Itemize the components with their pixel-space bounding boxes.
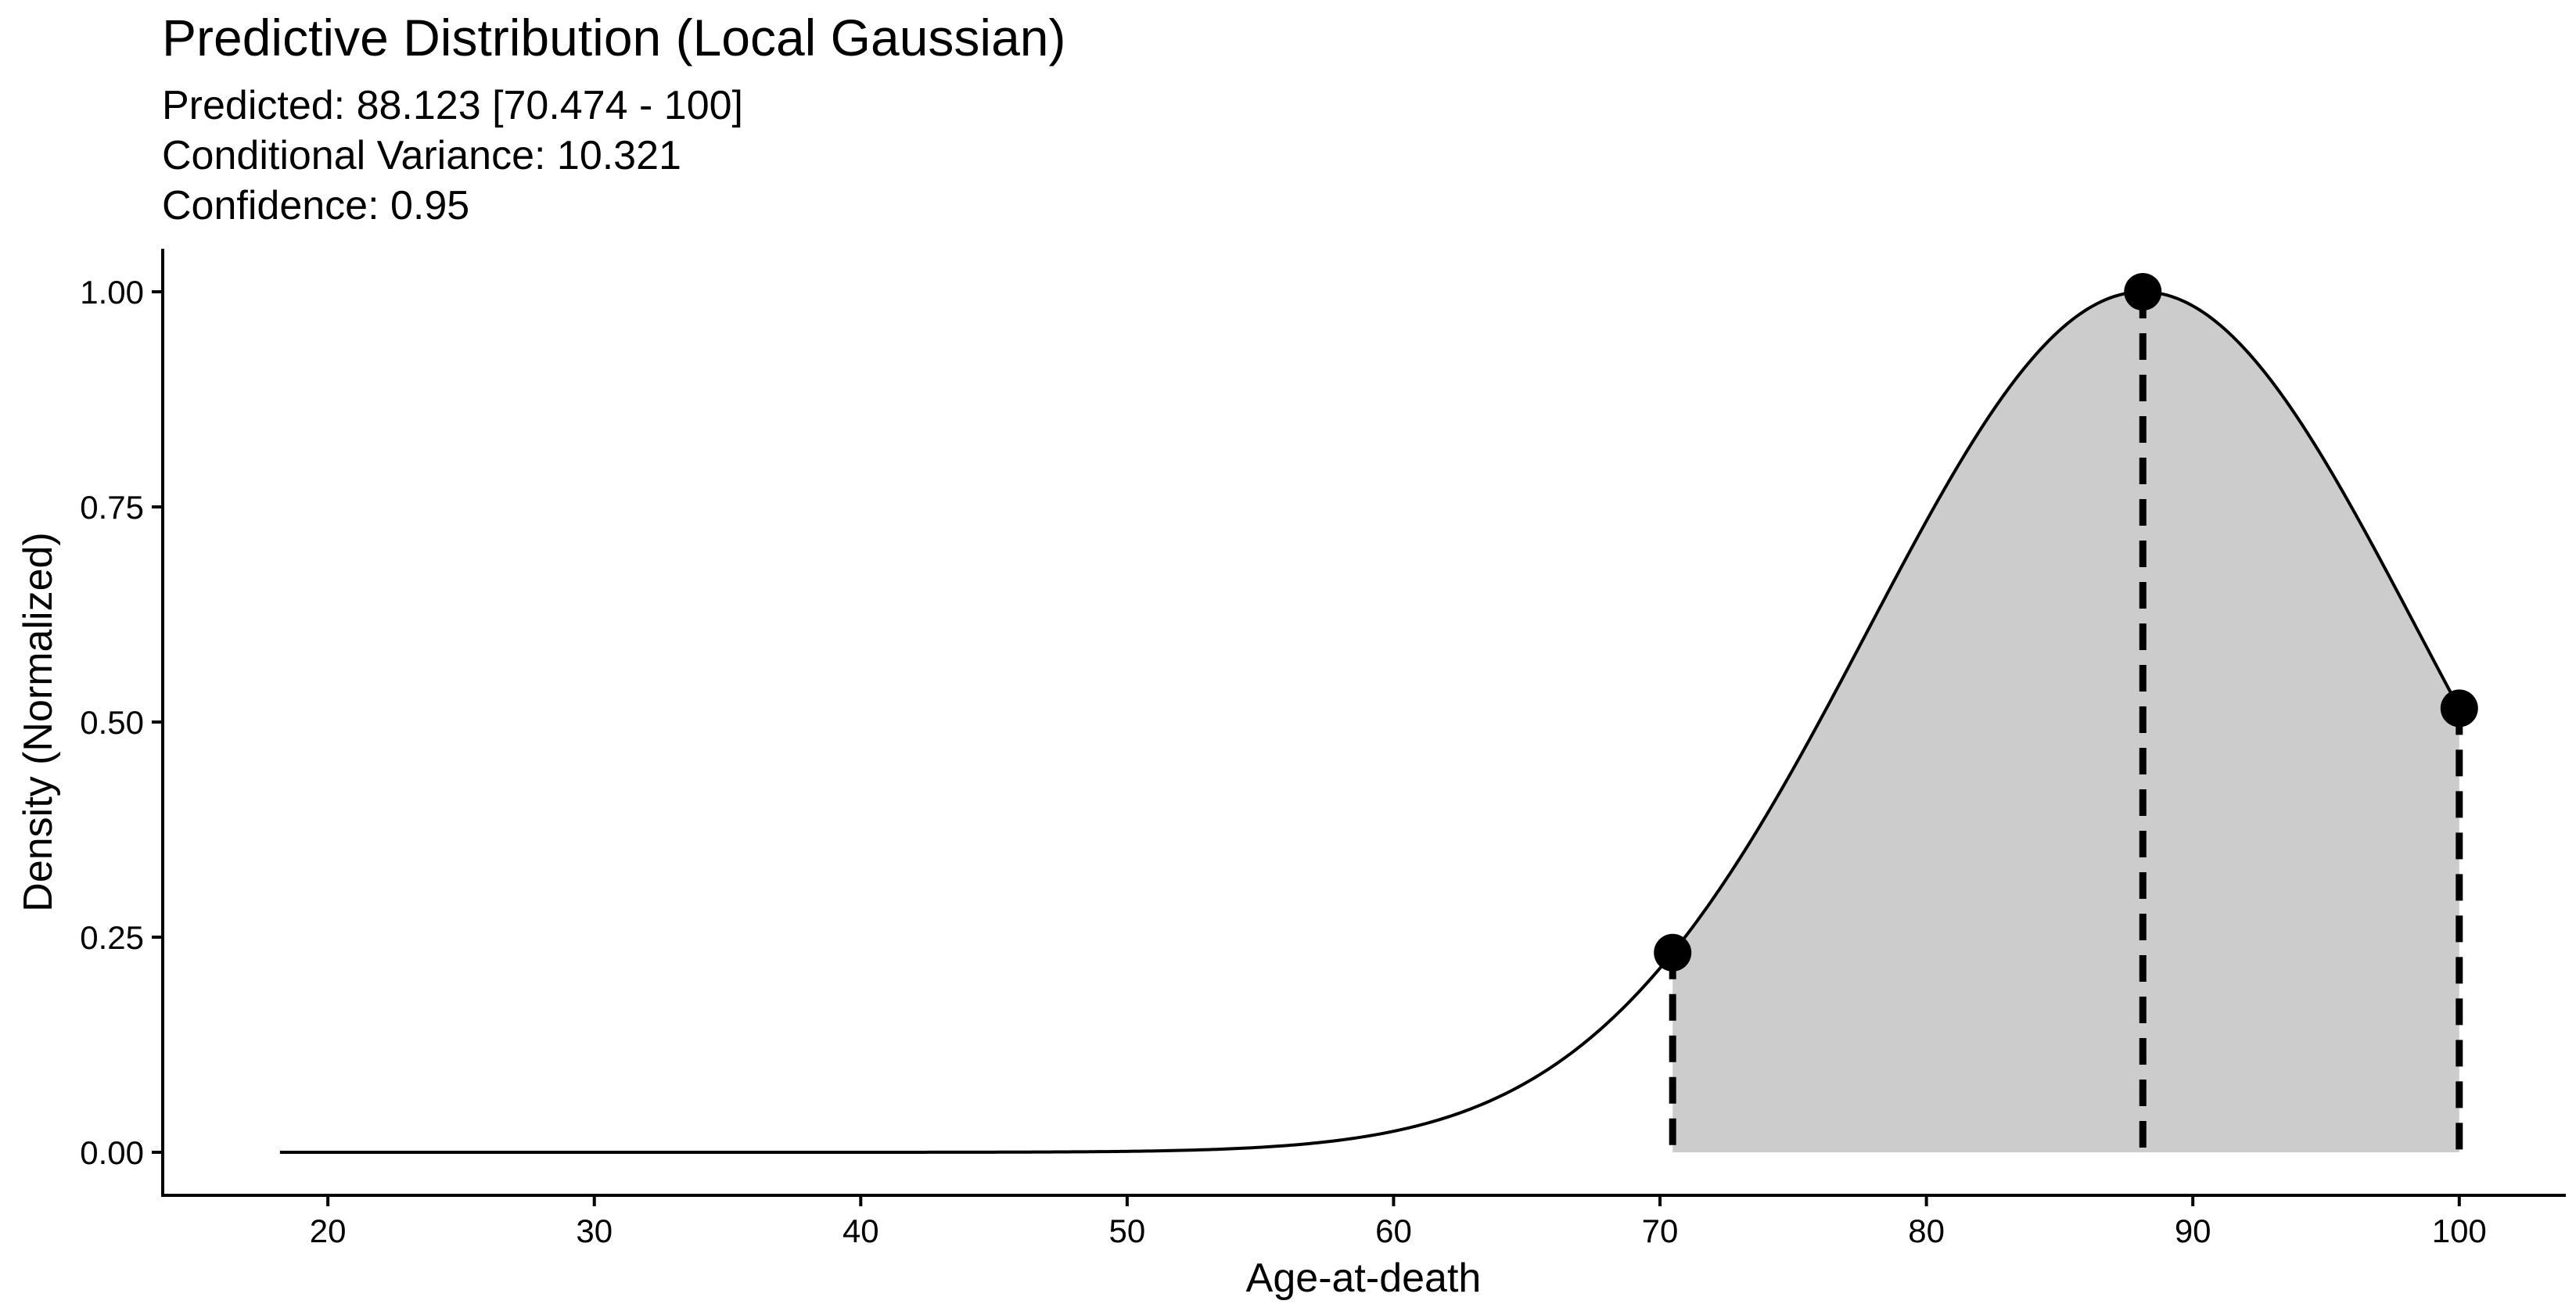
y-tick-label: 0.75 bbox=[80, 489, 144, 526]
plot-area bbox=[279, 273, 2478, 1154]
marker-point-2 bbox=[2440, 689, 2478, 728]
x-tick-label: 40 bbox=[842, 1213, 879, 1249]
marker-point-0 bbox=[1654, 933, 1692, 972]
density-curve bbox=[279, 290, 2461, 1154]
x-axis-ticks: 20 30 40 50 60 70 80 90 100 bbox=[310, 1195, 2487, 1249]
chart-title: Predictive Distribution (Local Gaussian) bbox=[162, 9, 1065, 66]
y-axis-ticks: 0.00 0.25 0.50 0.75 1.00 bbox=[80, 274, 163, 1171]
y-axis-title: Density (Normalized) bbox=[16, 532, 61, 911]
y-tick-label: 0.00 bbox=[80, 1134, 144, 1171]
x-tick-label: 30 bbox=[576, 1213, 613, 1249]
x-tick-label: 90 bbox=[2175, 1213, 2211, 1249]
x-axis-title: Age-at-death bbox=[1246, 1256, 1482, 1301]
marker-point-1 bbox=[2124, 273, 2162, 311]
x-tick-label: 80 bbox=[1908, 1213, 1945, 1249]
x-tick-label: 60 bbox=[1375, 1213, 1412, 1249]
y-tick-label: 1.00 bbox=[80, 274, 144, 311]
chart-subtitle-variance: Conditional Variance: 10.321 bbox=[162, 133, 681, 178]
y-tick-label: 0.25 bbox=[80, 919, 144, 956]
y-tick-label: 0.50 bbox=[80, 704, 144, 741]
chart-subtitle-predicted: Predicted: 88.123 [70.474 - 100] bbox=[162, 83, 743, 128]
x-tick-label: 70 bbox=[1642, 1213, 1679, 1249]
x-tick-label: 20 bbox=[310, 1213, 347, 1249]
confidence-interval-area bbox=[1672, 292, 2459, 1152]
x-tick-label: 100 bbox=[2432, 1213, 2487, 1249]
x-tick-label: 50 bbox=[1109, 1213, 1146, 1249]
chart-subtitle-confidence: Confidence: 0.95 bbox=[162, 183, 469, 228]
